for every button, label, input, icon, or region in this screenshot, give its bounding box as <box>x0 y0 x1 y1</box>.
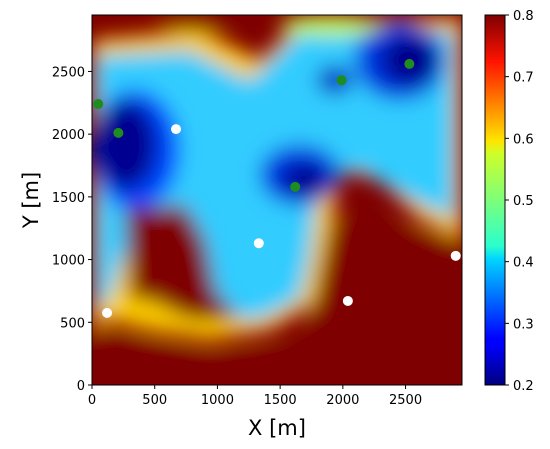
marker-point-series-1 <box>342 295 353 306</box>
marker-point-series-1 <box>171 124 182 135</box>
x-tick-label: 0 <box>88 393 96 408</box>
x-axis: 0 500 1000 1500 2000 2500 <box>88 385 422 408</box>
colorbar: 0.2 0.3 0.4 0.5 0.6 0.7 0.8 <box>484 9 534 394</box>
x-tick-label: 1500 <box>264 393 297 408</box>
colorbar-tick-label: 0.7 <box>513 71 534 86</box>
colorbar-tick-label: 0.4 <box>513 256 534 271</box>
heatmap-field <box>92 15 462 385</box>
marker-point-series-1 <box>102 307 113 318</box>
colorbar-tick-label: 0.2 <box>513 379 534 394</box>
marker-point-series-0 <box>93 99 104 110</box>
y-tick-label: 1000 <box>52 254 85 269</box>
marker-point-series-0 <box>290 181 301 192</box>
marker-point-series-0 <box>113 127 124 138</box>
marker-layer <box>93 58 461 318</box>
x-tick-label: 1000 <box>201 393 234 408</box>
y-tick-label: 0 <box>77 379 85 394</box>
colorbar-tick-label: 0.6 <box>513 132 534 147</box>
heatmap-plot-area <box>91 14 463 386</box>
y-tick-label: 1500 <box>52 191 85 206</box>
x-tick-label: 2000 <box>326 393 359 408</box>
y-tick-label: 2000 <box>52 128 85 143</box>
y-tick-label: 2500 <box>52 65 85 80</box>
x-tick-label: 500 <box>142 393 167 408</box>
marker-point-series-1 <box>450 250 461 261</box>
colorbar-ticks: 0.2 0.3 0.4 0.5 0.6 0.7 0.8 <box>505 9 534 394</box>
y-tick-label: 500 <box>60 316 85 331</box>
marker-point-series-1 <box>253 238 264 249</box>
y-axis-label: Y [m] <box>19 172 43 229</box>
colorbar-gradient <box>484 14 506 386</box>
plot-frame <box>91 14 463 386</box>
x-axis-label: X [m] <box>248 416 306 440</box>
x-tick-label: 2500 <box>389 393 422 408</box>
colorbar-tick-label: 0.8 <box>513 9 534 24</box>
colorbar-tick-label: 0.3 <box>513 317 534 332</box>
y-axis: 0 500 1000 1500 2000 2500 <box>52 65 92 394</box>
marker-point-series-0 <box>404 58 415 69</box>
marker-point-series-0 <box>336 75 347 86</box>
colorbar-tick-label: 0.5 <box>513 194 534 209</box>
